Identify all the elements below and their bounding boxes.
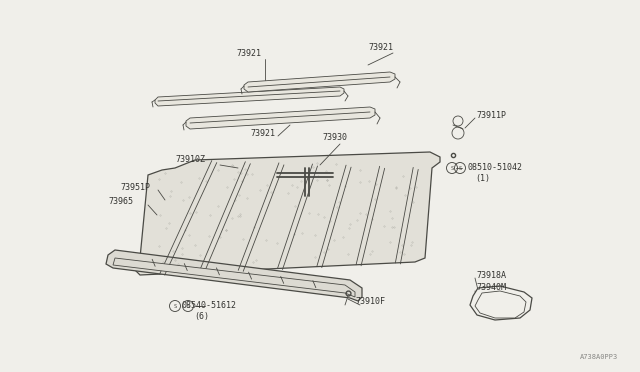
Text: 73910F: 73910F: [355, 298, 385, 307]
Text: 73940M: 73940M: [476, 283, 506, 292]
Polygon shape: [113, 258, 355, 297]
Text: 73921: 73921: [368, 42, 393, 51]
Text: 08510-51042: 08510-51042: [468, 164, 523, 173]
Text: S: S: [458, 166, 461, 170]
Polygon shape: [244, 72, 395, 92]
Text: (1): (1): [475, 173, 490, 183]
Polygon shape: [475, 291, 526, 318]
Polygon shape: [186, 107, 375, 129]
Text: S: S: [173, 304, 177, 308]
Text: 73910Z: 73910Z: [175, 155, 205, 164]
Text: 08540-51612: 08540-51612: [182, 301, 237, 311]
Polygon shape: [106, 250, 362, 301]
Text: 73921: 73921: [236, 48, 261, 58]
Polygon shape: [133, 152, 440, 275]
Polygon shape: [470, 286, 532, 320]
Text: S: S: [186, 304, 189, 308]
Text: S: S: [451, 166, 454, 170]
Text: 73911P: 73911P: [476, 110, 506, 119]
Text: 73918A: 73918A: [476, 270, 506, 279]
Text: (6): (6): [194, 311, 209, 321]
Text: 73921: 73921: [250, 128, 275, 138]
Text: A738A0PP3: A738A0PP3: [580, 354, 618, 360]
Polygon shape: [155, 87, 344, 106]
Text: 73965: 73965: [108, 198, 133, 206]
Text: 73930: 73930: [322, 134, 347, 142]
Text: 73951P: 73951P: [120, 183, 150, 192]
